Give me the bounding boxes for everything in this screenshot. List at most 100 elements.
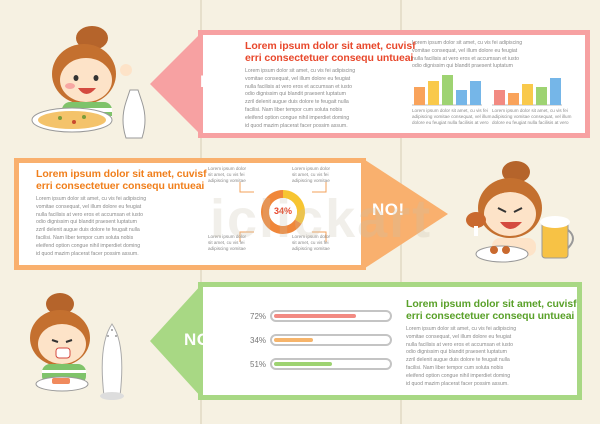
donut-percent-label: 34% [273, 206, 292, 216]
chart-bar [442, 75, 453, 105]
body-line: odio dignissim qui blandit praesent lupt… [412, 63, 513, 70]
body-line: zzril delenit augue duis dolore te feuga… [406, 357, 510, 364]
heading-line: Lorem ipsum dolor sit amet, cuvisf [36, 168, 207, 180]
bar-chart-left [412, 75, 482, 106]
body-line: Lorem ipsum dolor sit amet, cu vis fei a… [36, 196, 147, 202]
body-line: eleifend option congue nihil imperdiet d… [245, 114, 350, 121]
callout-line: Lorem ipsum dolor [208, 166, 247, 171]
body-line: id quod mazim placerat facer possim assu… [36, 250, 139, 257]
body-line: odio dignissim qui blandit praesent lupt… [36, 219, 137, 226]
pink-arrow-tip [150, 32, 202, 136]
note-line: dolore eu feugiat nulla facilisis at ver… [492, 120, 569, 125]
heading-line: erri consectetuer consequ untueai [36, 180, 205, 192]
body-paragraph: Lorem ipsum dolor sit amet, cu vis fei a… [406, 326, 516, 388]
green-arrow-tip [150, 284, 202, 398]
body-line: vomitae consequat, vel illum dolore eu f… [245, 75, 351, 82]
section-heading: Lorem ipsum dolor sit amet, cuvisf erri … [36, 168, 207, 192]
body-line: vomitae consequat, vel illum dolore eu f… [406, 333, 512, 340]
progress-fill [274, 314, 357, 318]
callout-line: Lorem ipsum dolor [208, 234, 247, 239]
note-line: Lorem ipsum dolor sit amet, cu vis fei [492, 108, 568, 113]
girl-eating-chicken-beer-icon [466, 161, 574, 263]
progress-label: 34% [250, 336, 267, 345]
no-label: NO! [184, 330, 217, 349]
body-line: nulla facilisis at vero eros et accumsan… [412, 55, 519, 62]
body-line: odio dignissim qui blandit praesent lupt… [245, 91, 346, 98]
progress-fill [274, 362, 333, 366]
body-line: zzril delenit augue duis dolore te feuga… [36, 227, 140, 234]
callout-line: adipiscing vomitae [292, 178, 330, 183]
callout-line: adipiscing vomitae [292, 246, 330, 251]
note-line: adipiscing vomitae consequat, vel illum [412, 114, 492, 119]
body-line: odio dignissim qui blandit praesent lupt… [406, 349, 507, 356]
donut-callout: Lorem ipsum dolor sit amet, cu vis fei a… [208, 234, 246, 252]
body-line: eleifend option congue nihil imperdiet d… [406, 372, 511, 379]
progress-bar [270, 334, 392, 346]
chart-note-left: Lorem ipsum dolor sit amet, cu vis fei a… [412, 108, 491, 126]
no-label: NO! [372, 200, 405, 219]
body-line: Lorem ipsum dolor sit amet, cu vis fei a… [406, 326, 517, 332]
body-line: facilisi. Nam liber tempor cum soluta no… [36, 234, 134, 241]
chart-bar [470, 81, 481, 105]
body-line: nulla facilisis at vero eros et accumsan… [36, 211, 143, 218]
callout-line: adipiscing vomitae [208, 246, 246, 251]
body-line: vomitae consequat, vel illum dolore eu f… [412, 47, 518, 54]
progress-fill [274, 338, 313, 342]
chart-bar [456, 90, 467, 105]
callout-line: Lorem ipsum dolor [292, 166, 331, 171]
watermark: iclickart [210, 189, 433, 249]
chart-bar [428, 81, 439, 105]
chart-bar [550, 78, 561, 105]
heading-line: Lorem ipsum dolor sit amet, cuvisf [245, 40, 416, 52]
heading-line: erri consectetuer consequ untueai [406, 310, 575, 322]
body-line: eleifend option congue nihil imperdiet d… [36, 242, 141, 249]
progress-label: 51% [250, 360, 267, 369]
body-paragraph-right: Lorem ipsum dolor sit amet, cu vis fei a… [412, 40, 522, 71]
progress-label: 72% [250, 312, 267, 321]
callout-line: sit amet, cu vis fei [292, 240, 329, 245]
progress-bar [270, 358, 392, 370]
progress-bar [270, 310, 392, 322]
body-paragraph: Lorem ipsum dolor sit amet, cu vis fei a… [245, 68, 355, 130]
chart-bar [494, 90, 505, 105]
callout-line: adipiscing vomitae [208, 178, 246, 183]
body-line: zzril delenit augue duis dolore te feuga… [245, 99, 349, 106]
body-paragraph: Lorem ipsum dolor sit amet, cu vis fei a… [36, 196, 146, 258]
callout-line: sit amet, cu vis fei [208, 240, 245, 245]
note-line: adipiscing vomitae consequat, vel illum [492, 114, 572, 119]
heading-line: Lorem ipsum dolor sit amet, cuvisf [406, 298, 577, 310]
note-line: Lorem ipsum dolor sit amet, cu vis fei [412, 108, 488, 113]
donut-callout: Lorem ipsum dolor sit amet, cu vis fei a… [292, 166, 330, 184]
chart-bar [508, 93, 519, 105]
body-line: vomitae consequat, vel illum dolore eu f… [36, 203, 142, 210]
body-line: nulla facilisis at vero eros et accumsan… [406, 341, 513, 348]
heading-line: erri consectetuer consequ untueai [245, 52, 414, 64]
orange-info-panel [14, 158, 366, 270]
body-line: id quod mazim placerat facer possim assu… [406, 380, 509, 387]
callout-line: Lorem ipsum dolor [292, 234, 331, 239]
chart-bar [536, 87, 547, 105]
callout-line: sit amet, cu vis fei [292, 172, 329, 177]
body-line: Lorem ipsum dolor sit amet, cu vis fei a… [245, 68, 356, 74]
donut-callout: Lorem ipsum dolor sit amet, cu vis fei a… [292, 234, 330, 252]
girl-eating-salty-food-icon [30, 293, 124, 400]
note-line: dolore eu feugiat nulla facilisis at ver… [412, 120, 489, 125]
body-line: facilisi. Nam liber tempor cum soluta no… [245, 106, 343, 113]
body-line: nulla facilisis at vero eros et accumsan… [245, 83, 352, 90]
chart-note-right: Lorem ipsum dolor sit amet, cu vis fei a… [492, 108, 571, 126]
orange-arrow-tip [362, 158, 448, 270]
donut-slice [283, 190, 305, 224]
body-line: Lorem ipsum dolor sit amet, cu vis fei a… [412, 40, 523, 46]
chart-bar [414, 87, 425, 105]
donut-hole [269, 198, 297, 226]
girl-eating-pizza-icon [31, 26, 146, 139]
body-line: id quod mazim placerat facer possim assu… [245, 122, 348, 129]
donut-callout: Lorem ipsum dolor sit amet, cu vis fei a… [208, 166, 246, 184]
no-label: NO! [200, 72, 233, 91]
body-line: facilisi. Nam liber tempor cum soluta no… [406, 364, 504, 371]
section-heading: Lorem ipsum dolor sit amet, cuvisf erri … [406, 298, 577, 322]
bar-chart-right [492, 78, 562, 106]
callout-line: sit amet, cu vis fei [208, 172, 245, 177]
donut-chart [239, 182, 327, 242]
chart-bar [522, 84, 533, 105]
